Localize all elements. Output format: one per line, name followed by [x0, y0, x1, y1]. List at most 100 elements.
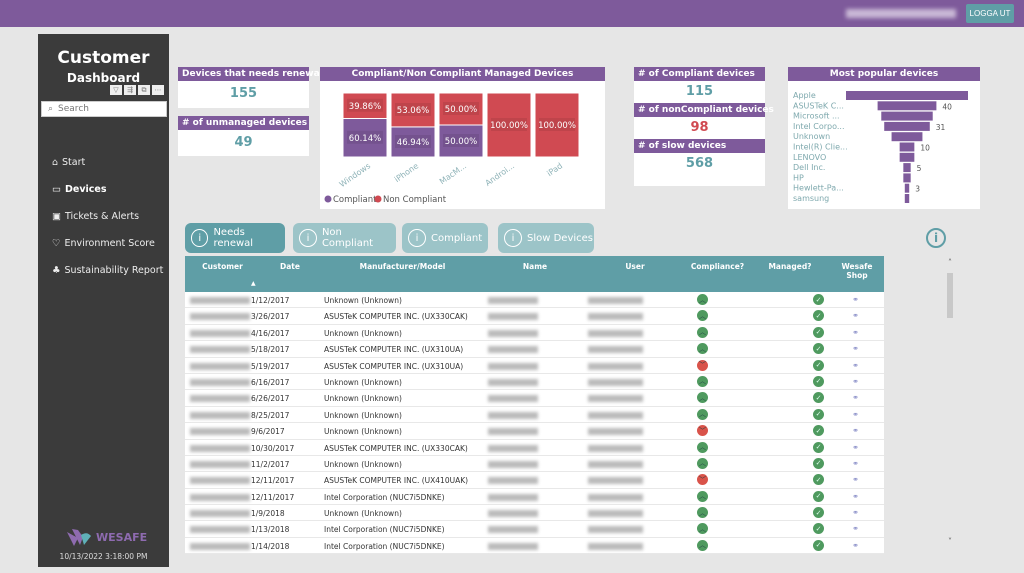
- column-header[interactable]: Name: [522, 262, 548, 271]
- sidebar-item-tickets-alerts[interactable]: ▣ Tickets & Alerts: [52, 211, 139, 222]
- shop-link-icon[interactable]: ⚭: [852, 475, 859, 485]
- bar-compliant[interactable]: [438, 124, 484, 158]
- shop-link-icon[interactable]: ⚭: [852, 426, 859, 436]
- legend-label[interactable]: Compliant: [333, 195, 377, 205]
- customer-cell-blurred: [190, 329, 250, 337]
- kpi-value: 115: [685, 84, 714, 99]
- table-row[interactable]: 1/14/2018 Intel Corporation (NUC7i5DNKE) ︿…: [185, 538, 884, 555]
- table-row[interactable]: 4/16/2017 Unknown (Unknown) ︿ ✓ ⚭: [185, 325, 884, 342]
- funnel-bar[interactable]: [899, 142, 915, 152]
- kpi-renewal: Devices that needs renewal 155: [178, 67, 323, 108]
- column-header[interactable]: Compliance?: [690, 262, 745, 271]
- shop-link-icon[interactable]: ⚭: [852, 458, 859, 468]
- info-icon[interactable]: i: [926, 228, 946, 248]
- compliance-chart: Compliant/Non Compliant Managed Devices …: [320, 67, 605, 209]
- table-scrollbar[interactable]: ˄ ˅: [945, 258, 955, 546]
- funnel-bar[interactable]: [904, 194, 910, 203]
- table-row[interactable]: 6/26/2017 Unknown (Unknown) ︿ ✓ ⚭: [185, 390, 884, 407]
- sidebar-item-start[interactable]: ⌂ Start: [52, 157, 85, 168]
- funnel-bar[interactable]: [903, 173, 911, 183]
- kpi-unmanaged: # of unmanaged devices 49: [178, 116, 309, 156]
- logout-button[interactable]: LOGGA UT: [966, 4, 1014, 23]
- filter-icon[interactable]: ▽: [110, 85, 122, 95]
- filter-button-compliant[interactable]: i Compliant: [402, 223, 488, 253]
- managed-check-icon: ✓: [813, 507, 824, 519]
- shop-link-icon[interactable]: ⚭: [852, 393, 859, 403]
- column-header[interactable]: Customer: [202, 262, 243, 271]
- shop-link-icon[interactable]: ⚭: [852, 409, 859, 419]
- table-row[interactable]: 10/30/2017 ASUSTeK COMPUTER INC. (UX330CA…: [185, 440, 884, 456]
- sort-ascending-icon[interactable]: ▲: [251, 280, 256, 287]
- shop-link-icon[interactable]: ⚭: [852, 311, 859, 321]
- column-header[interactable]: Manufacturer/Model: [359, 262, 446, 271]
- noncompliant-down-icon: ﹀: [697, 474, 708, 486]
- table-row[interactable]: 12/11/2017 Intel Corporation (NUC7i5DNKE)…: [185, 489, 884, 506]
- table-row[interactable]: 9/6/2017 Unknown (Unknown) ﹀ ✓ ⚭: [185, 423, 884, 440]
- funnel-bar[interactable]: [881, 111, 933, 121]
- bar-noncompliant[interactable]: [342, 92, 388, 120]
- funnel-bar[interactable]: [903, 163, 911, 173]
- filter-button-needs-renewal[interactable]: i Needs renewal: [185, 223, 285, 253]
- table-row[interactable]: 3/26/2017 ASUSTeK COMPUTER INC. (UX330CAK…: [185, 308, 884, 325]
- funnel-bar[interactable]: [891, 132, 923, 142]
- shop-link-icon[interactable]: ⚭: [852, 376, 859, 386]
- customer-cell-blurred: [190, 526, 250, 534]
- column-header[interactable]: Managed?: [768, 262, 812, 271]
- focus-mode-icon[interactable]: ⧉: [138, 85, 150, 95]
- scrollbar-thumb[interactable]: [947, 273, 953, 318]
- search-input[interactable]: ⌕ Search: [41, 101, 167, 117]
- table-row[interactable]: 1/12/2017 Unknown (Unknown) ︿ ✓ ⚭: [185, 292, 884, 309]
- column-header[interactable]: Wesafe Shop: [841, 262, 873, 280]
- table-row[interactable]: 12/11/2017 ASUSTeK COMPUTER INC. (UX410UA…: [185, 472, 884, 489]
- funnel-bar[interactable]: [884, 121, 930, 131]
- column-header[interactable]: User: [625, 262, 645, 271]
- timestamp: 10/13/2022 3:18:00 PM: [59, 552, 148, 561]
- scroll-up-icon[interactable]: ˄: [948, 258, 952, 267]
- bar-noncompliant[interactable]: [534, 92, 580, 158]
- shop-link-icon[interactable]: ⚭: [852, 295, 859, 304]
- shop-link-icon[interactable]: ⚭: [852, 491, 859, 501]
- table-row[interactable]: 6/16/2017 Unknown (Unknown) ︿ ✓ ⚭: [185, 374, 884, 391]
- table-row[interactable]: 1/9/2018 Unknown (Unknown) ︿ ✓ ⚭: [185, 505, 884, 522]
- table-row[interactable]: 11/2/2017 Unknown (Unknown) ︿ ✓ ⚭: [185, 456, 884, 473]
- funnel-bar[interactable]: [899, 152, 915, 162]
- table-row[interactable]: 8/25/2017 Unknown (Unknown) ︿ ✓ ⚭: [185, 407, 884, 424]
- funnel-bar[interactable]: [877, 101, 937, 111]
- shop-link-icon[interactable]: ⚭: [852, 327, 859, 337]
- data-label-bg: [443, 102, 479, 115]
- scroll-down-icon[interactable]: ˅: [948, 537, 952, 546]
- drill-icon[interactable]: ⇶: [124, 85, 136, 95]
- shop-link-icon[interactable]: ⚭: [852, 360, 859, 370]
- table-row[interactable]: 5/19/2017 ASUSTeK COMPUTER INC. (UX310UA)…: [185, 358, 884, 374]
- legend-label[interactable]: Non Compliant: [383, 195, 447, 205]
- shop-link-icon[interactable]: ⚭: [852, 524, 859, 534]
- column-header[interactable]: Date: [280, 262, 300, 271]
- bar-noncompliant[interactable]: [390, 92, 436, 128]
- bar-compliant[interactable]: [342, 118, 388, 158]
- shop-link-icon[interactable]: ⚭: [852, 508, 859, 518]
- filter-button-non-compliant[interactable]: i Non Compliant: [293, 223, 396, 253]
- category-label: LENOVO: [793, 153, 826, 162]
- name-cell-blurred: [488, 411, 538, 419]
- funnel-bar[interactable]: [904, 183, 910, 193]
- shop-link-icon[interactable]: ⚭: [852, 540, 859, 550]
- filter-button-slow-devices[interactable]: i Slow Devices: [498, 223, 594, 253]
- user-cell-blurred: [588, 444, 643, 452]
- customer-cell-blurred: [190, 362, 250, 370]
- bar-noncompliant[interactable]: [486, 92, 532, 158]
- more-options-icon[interactable]: ⋯: [152, 85, 164, 95]
- sidebar-item-environment-score[interactable]: ♡ Environment Score: [52, 238, 155, 249]
- funnel-bar[interactable]: [846, 91, 968, 100]
- table-row[interactable]: 5/18/2017 ASUSTeK COMPUTER INC. (UX310UA)…: [185, 341, 884, 358]
- shop-link-icon[interactable]: ⚭: [852, 344, 859, 354]
- bar-compliant[interactable]: [390, 126, 436, 158]
- sidebar-item-devices[interactable]: ▭ Devices: [52, 184, 107, 195]
- user-cell-blurred: [588, 362, 643, 370]
- category-label: Apple: [793, 91, 816, 100]
- sidebar-item-sustainability-report[interactable]: ♣ Sustainability Report: [52, 265, 163, 276]
- model-cell: Unknown (Unknown): [324, 509, 402, 519]
- table-row[interactable]: 1/13/2018 Intel Corporation (NUC7i5DNKE) ︿…: [185, 521, 884, 538]
- bar-noncompliant[interactable]: [438, 92, 484, 126]
- shop-link-icon[interactable]: ⚭: [852, 442, 859, 452]
- data-label: 100.00%: [538, 121, 576, 131]
